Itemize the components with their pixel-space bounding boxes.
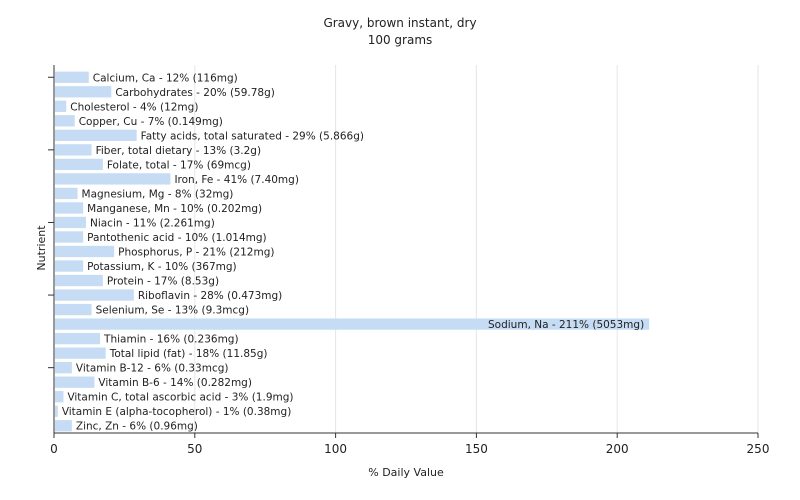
bar: [55, 303, 92, 316]
bar-label: Calcium, Ca - 12% (116mg): [93, 72, 238, 84]
chart-title: Gravy, brown instant, dry: [323, 16, 476, 30]
bar: [55, 202, 84, 214]
bar-label: Potassium, K - 10% (367mg): [87, 261, 237, 273]
bar-label: Copper, Cu - 7% (0.149mg): [79, 116, 223, 128]
bar-label: Phosphorus, P - 21% (212mg): [118, 247, 274, 259]
bar-label: Vitamin B-12 - 6% (0.33mcg): [76, 363, 229, 375]
bar: [55, 274, 103, 287]
x-tick-label: 0: [50, 442, 58, 456]
bar-label: Folate, total - 17% (69mcg): [107, 159, 251, 171]
bar-label: Total lipid (fat) - 18% (11.85g): [109, 348, 268, 360]
bar-label: Selenium, Se - 13% (9.3mcg): [96, 305, 249, 317]
bar-label: Iron, Fe - 41% (7.40mg): [174, 174, 298, 186]
bar: [55, 231, 84, 243]
bar-label: Niacin - 11% (2.261mg): [90, 217, 215, 229]
bar: [55, 115, 75, 127]
x-tick-label: 50: [187, 442, 202, 456]
bar: [55, 216, 86, 229]
bar-label: Vitamin E (alpha-tocopherol) - 1% (0.38m…: [62, 406, 292, 418]
bar: [55, 289, 134, 301]
bar-label: Zinc, Zn - 6% (0.96mg): [76, 421, 198, 433]
x-tick-label: 200: [606, 442, 629, 456]
bar: [55, 405, 58, 417]
x-tick-label: 150: [465, 442, 488, 456]
x-tick-labels: 0 50 100 150 200 250: [50, 442, 769, 456]
x-tick-label: 250: [747, 442, 770, 456]
bar-label: Riboflavin - 28% (0.473mg): [138, 290, 282, 302]
bar: [55, 318, 650, 330]
bar-label: Pantothenic acid - 10% (1.014mg): [87, 232, 266, 244]
bar: [55, 245, 115, 258]
bar-label: Thiamin - 16% (0.236mg): [103, 334, 239, 346]
bar-label: Manganese, Mn - 10% (0.202mg): [87, 203, 262, 215]
x-tick-label: 100: [324, 442, 347, 456]
bar: [55, 391, 64, 403]
bar: [55, 260, 84, 272]
bar-label: Magnesium, Mg - 8% (32mg): [82, 188, 234, 200]
bar-label: Sodium, Na - 211% (5053mg): [488, 319, 644, 331]
bar-label: Cholesterol - 4% (12mg): [70, 101, 198, 113]
axes: [48, 65, 759, 438]
bar: [55, 86, 112, 98]
bar: [55, 71, 89, 83]
bar: [55, 158, 103, 171]
bar: [55, 173, 171, 185]
bar: [55, 144, 92, 156]
bar: [55, 361, 72, 374]
bar-label: Vitamin B-6 - 14% (0.282mg): [98, 377, 252, 389]
bar: [55, 187, 78, 200]
x-axis-title: % Daily Value: [368, 466, 444, 479]
bar-label: Vitamin C, total ascorbic acid - 3% (1.9…: [67, 392, 293, 404]
bar-label: Fatty acids, total saturated - 29% (5.86…: [141, 130, 364, 142]
bar: [55, 129, 137, 142]
bar: [55, 347, 106, 359]
bar-label: Fiber, total dietary - 13% (3.2g): [96, 145, 261, 157]
bars: [55, 71, 650, 432]
bar: [55, 376, 95, 388]
gridlines: [194, 65, 759, 433]
bar-labels: Calcium, Ca - 12% (116mg) Carbohydrates -…: [62, 72, 644, 432]
bar: [55, 100, 67, 112]
bar: [55, 332, 101, 345]
bar-label: Protein - 17% (8.53g): [107, 276, 219, 288]
bar: [55, 420, 72, 432]
chart-subtitle: 100 grams: [368, 33, 433, 47]
y-axis-title: Nutrient: [35, 225, 48, 271]
bar-label: Carbohydrates - 20% (59.78g): [115, 87, 275, 99]
